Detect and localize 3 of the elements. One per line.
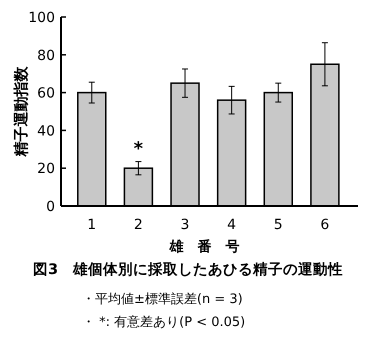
title: 図3 雄個体別に採取したあひる精子の運動性: [32, 262, 344, 278]
note: ・平均値±標準誤差(n = 3): [82, 292, 243, 307]
note: ・ *: 有意差あり(P < 0.05): [82, 315, 246, 330]
